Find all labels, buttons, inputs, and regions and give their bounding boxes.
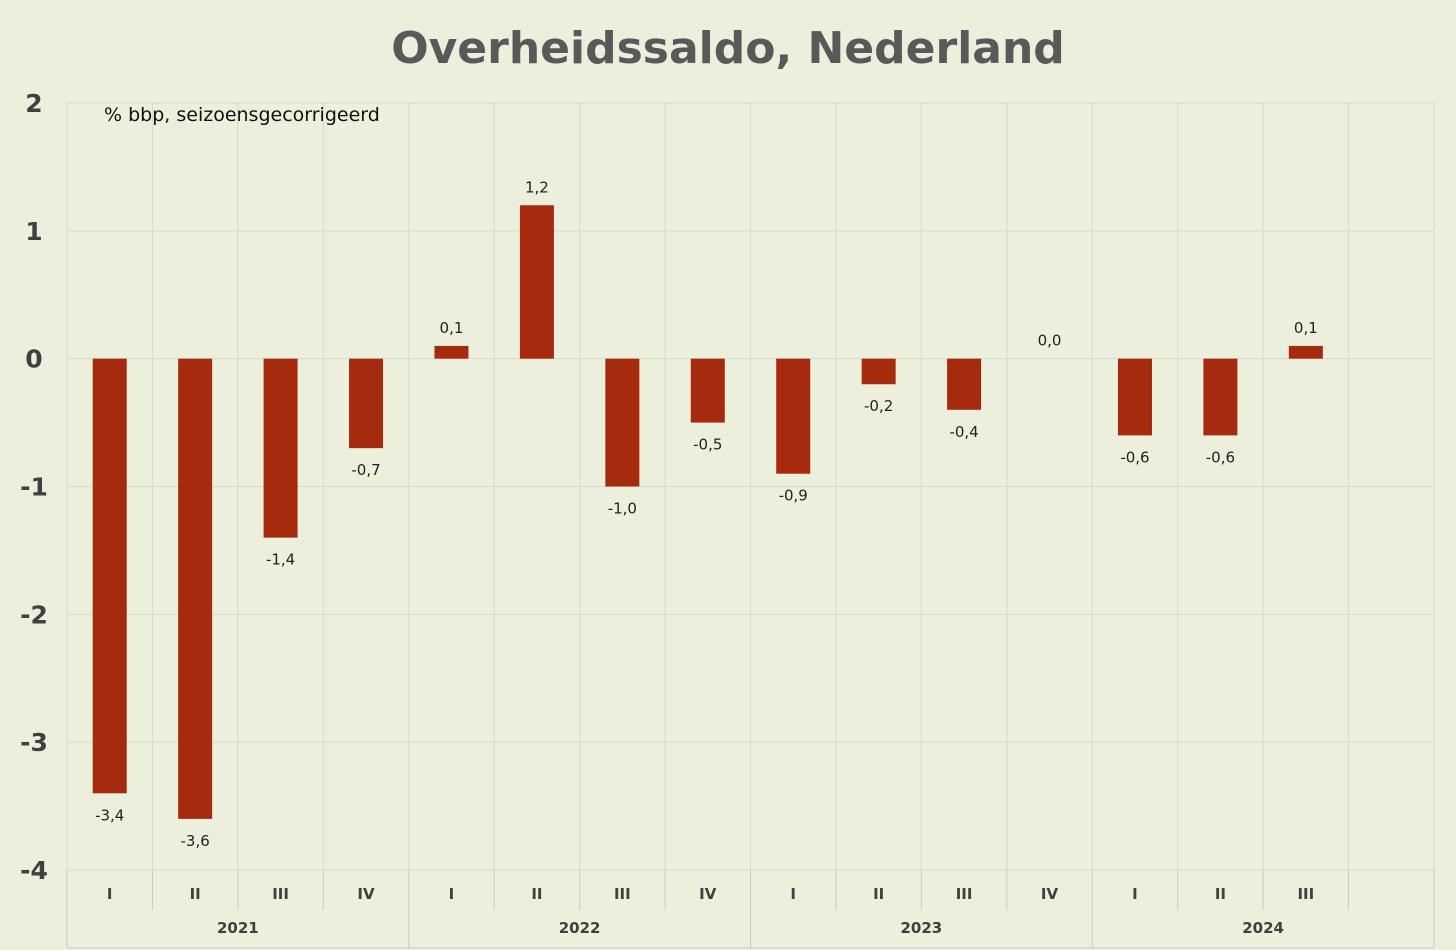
bar xyxy=(178,358,213,819)
chart-title: Overheidssaldo, Nederland xyxy=(391,23,1065,74)
y-tick-label: 2 xyxy=(25,89,42,118)
y-tick-label: -4 xyxy=(20,856,48,885)
bar xyxy=(263,358,298,538)
x-tick-label: II xyxy=(1215,885,1226,903)
bar xyxy=(1117,358,1152,436)
data-label: -0,5 xyxy=(693,436,722,454)
y-tick-label: -2 xyxy=(20,600,48,629)
x-tick-label: III xyxy=(272,885,289,903)
bar xyxy=(605,358,640,487)
data-label: -0,7 xyxy=(351,461,380,479)
bar xyxy=(92,358,127,794)
x-tick-label: I xyxy=(107,885,113,903)
bar xyxy=(434,345,469,359)
data-label: -0,6 xyxy=(1120,448,1149,466)
data-label: -0,2 xyxy=(864,397,893,415)
data-label: -3,6 xyxy=(181,832,210,850)
bars xyxy=(92,205,1323,819)
x-tick-label: III xyxy=(1297,885,1314,903)
data-labels: -3,4 -3,6 -1,4 -0,7 0,1 1,2 -1,0 -0,5 -0,9 -0,2 -0… xyxy=(95,178,1318,850)
y-tick-label: -3 xyxy=(20,728,48,757)
y-tick-label: 0 xyxy=(25,345,42,374)
data-label: -0,6 xyxy=(1206,448,1235,466)
y-tick-label: 1 xyxy=(25,217,42,246)
bar xyxy=(947,358,982,410)
data-label: 1,2 xyxy=(525,178,549,196)
bar xyxy=(1203,358,1238,436)
bar xyxy=(1288,345,1323,359)
gridlines xyxy=(66,102,1435,871)
x-tick-label: IV xyxy=(1041,885,1059,903)
bar xyxy=(776,358,811,474)
chart-subtitle: % bbp, seizoensgecorrigeerd xyxy=(104,104,380,126)
data-label: -1,4 xyxy=(266,551,295,569)
data-label: 0,1 xyxy=(1294,319,1318,337)
year-label: 2021 xyxy=(217,919,259,937)
x-tick-label: II xyxy=(531,885,542,903)
data-label: 0,1 xyxy=(440,319,464,337)
x-tick-label: IV xyxy=(699,885,717,903)
data-label: -0,4 xyxy=(949,423,978,441)
x-tick-label: III xyxy=(956,885,973,903)
y-tick-label: -1 xyxy=(20,473,48,502)
bar xyxy=(690,358,725,423)
year-label: 2023 xyxy=(901,919,943,937)
x-tick-label: I xyxy=(449,885,455,903)
bar xyxy=(349,358,384,449)
data-label: 0,0 xyxy=(1038,332,1062,350)
year-label: 2022 xyxy=(559,919,601,937)
data-label: -3,4 xyxy=(95,806,124,824)
bar xyxy=(519,205,554,359)
year-label: 2024 xyxy=(1242,919,1284,937)
x-tick-label: I xyxy=(1132,885,1138,903)
data-label: -0,9 xyxy=(779,487,808,505)
data-label: -1,0 xyxy=(608,500,637,518)
x-tick-label: IV xyxy=(357,885,375,903)
x-tick-label: II xyxy=(873,885,884,903)
bar xyxy=(861,358,896,385)
x-tick-label: III xyxy=(614,885,631,903)
x-tick-label: II xyxy=(190,885,201,903)
y-axis-ticks: 2 1 0 -1 -2 -3 -4 xyxy=(20,89,48,885)
x-tick-label: I xyxy=(790,885,796,903)
